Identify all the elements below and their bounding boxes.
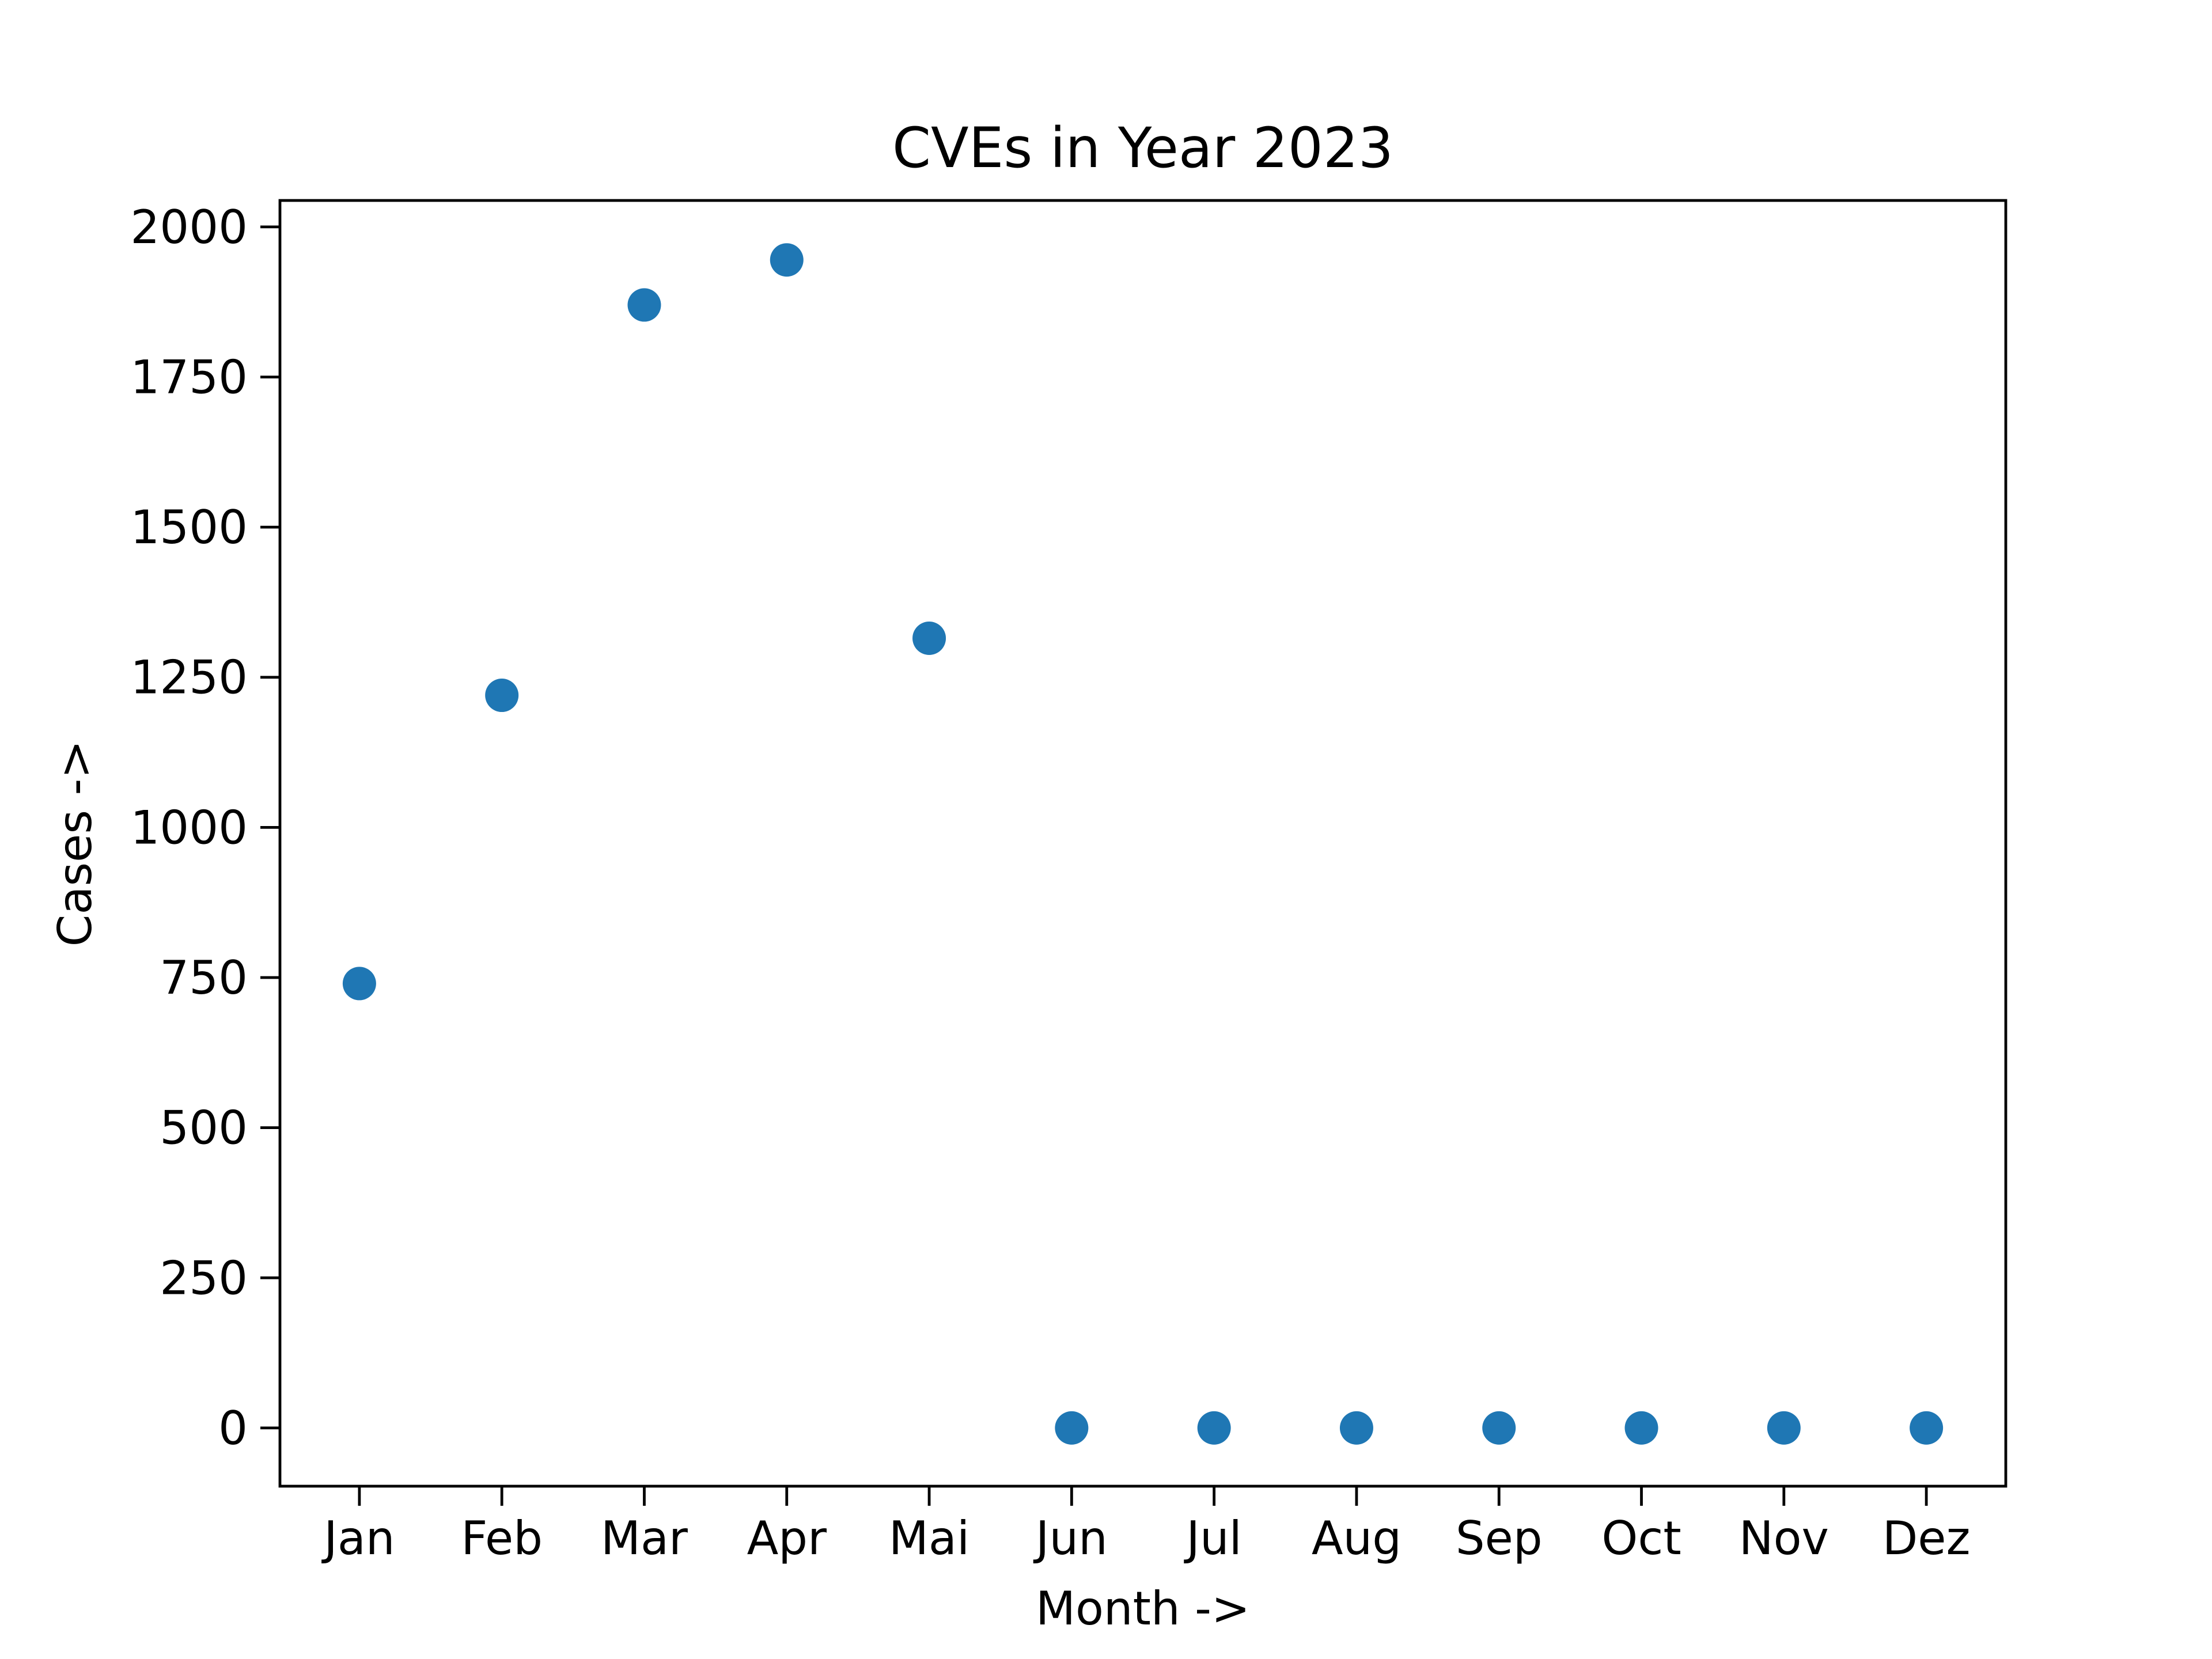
- data-point: [770, 243, 804, 277]
- y-tick-label: 1750: [130, 350, 248, 404]
- data-point: [912, 621, 946, 655]
- x-tick-label: Mar: [601, 1512, 688, 1565]
- y-tick-label: 1500: [130, 501, 248, 554]
- data-point: [342, 967, 376, 1001]
- y-tick-label: 1250: [130, 651, 248, 704]
- y-axis-label: Cases ->: [48, 740, 102, 947]
- x-tick-label: Feb: [461, 1512, 543, 1565]
- y-tick-label: 500: [160, 1101, 248, 1155]
- x-tick-label: Sep: [1456, 1512, 1543, 1565]
- x-tick-label: Aug: [1312, 1512, 1402, 1565]
- x-tick-label: Jan: [321, 1512, 395, 1565]
- x-tick-label: Nov: [1739, 1512, 1829, 1565]
- data-point: [1055, 1411, 1089, 1445]
- x-tick-label: Dez: [1883, 1512, 1971, 1565]
- x-tick-label: Apr: [747, 1512, 827, 1565]
- y-tick-label: 2000: [130, 200, 248, 254]
- data-point: [485, 679, 519, 713]
- x-axis-label: Month ->: [1036, 1582, 1250, 1635]
- data-point: [1910, 1411, 1944, 1445]
- y-tick-label: 1000: [130, 801, 248, 854]
- data-point: [1339, 1411, 1373, 1445]
- x-tick-label: Oct: [1601, 1512, 1681, 1565]
- x-tick-label: Mai: [889, 1512, 969, 1565]
- plot-frame: [278, 199, 2008, 1488]
- x-axis: Jan Feb Mar Apr Mai Jun Jul Aug Sep Oct Nov Dez: [321, 1486, 1971, 1565]
- data-point: [1482, 1411, 1516, 1445]
- y-tick-label: 250: [160, 1251, 248, 1305]
- data-point: [627, 288, 661, 322]
- data-point: [1624, 1411, 1658, 1445]
- data-points: [342, 243, 1944, 1445]
- data-point: [1197, 1411, 1231, 1445]
- x-tick-label: Jul: [1183, 1512, 1242, 1565]
- y-axis: 0 250 500 750 1000 1250 1500 1750 2000: [130, 200, 280, 1455]
- y-tick-label: 0: [218, 1402, 248, 1455]
- data-point: [1767, 1411, 1801, 1445]
- y-tick-label: 750: [160, 951, 248, 1005]
- x-tick-label: Jun: [1033, 1512, 1108, 1565]
- chart-title: CVEs in Year 2023: [892, 116, 1393, 180]
